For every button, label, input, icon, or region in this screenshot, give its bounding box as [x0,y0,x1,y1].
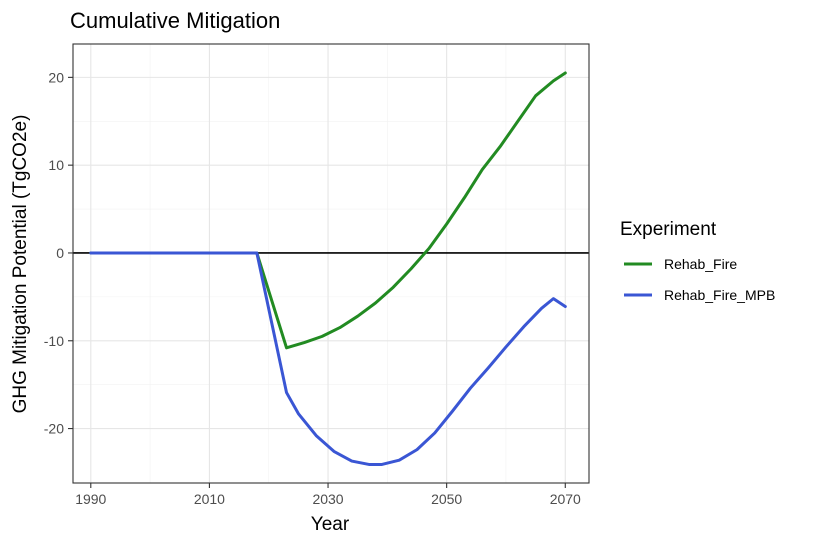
series-layer [89,71,567,467]
x-tick-label: 2050 [431,491,462,507]
grid [73,44,589,483]
legend-label: Rehab_Fire [664,256,737,272]
y-tick-label: -10 [44,333,64,349]
x-tick-label: 1990 [75,491,106,507]
y-tick-label: 20 [48,69,64,85]
legend-title: Experiment [620,219,717,240]
chart-title: Cumulative Mitigation [70,8,280,33]
x-axis-title: Year [311,514,350,535]
x-tick-label: 2070 [550,491,581,507]
axis-ticks: 1990 2010 2030 2050 2070 -20 -10 0 10 20 [44,69,581,507]
legend: Experiment Rehab_Fire Rehab_Fire_MPB [620,219,775,303]
y-axis-title: GHG Mitigation Potential (TgCO2e) [10,115,31,414]
y-tick-label: 0 [56,245,64,261]
y-tick-label: -20 [44,421,64,437]
legend-label: Rehab_Fire_MPB [664,287,775,303]
x-tick-label: 2010 [194,491,225,507]
series-line-rehab-fire-mpb [89,251,567,467]
y-tick-label: 10 [48,157,64,173]
series-line-rehab-fire [89,71,567,350]
x-tick-label: 2030 [312,491,343,507]
plot-panel-border [72,43,590,484]
